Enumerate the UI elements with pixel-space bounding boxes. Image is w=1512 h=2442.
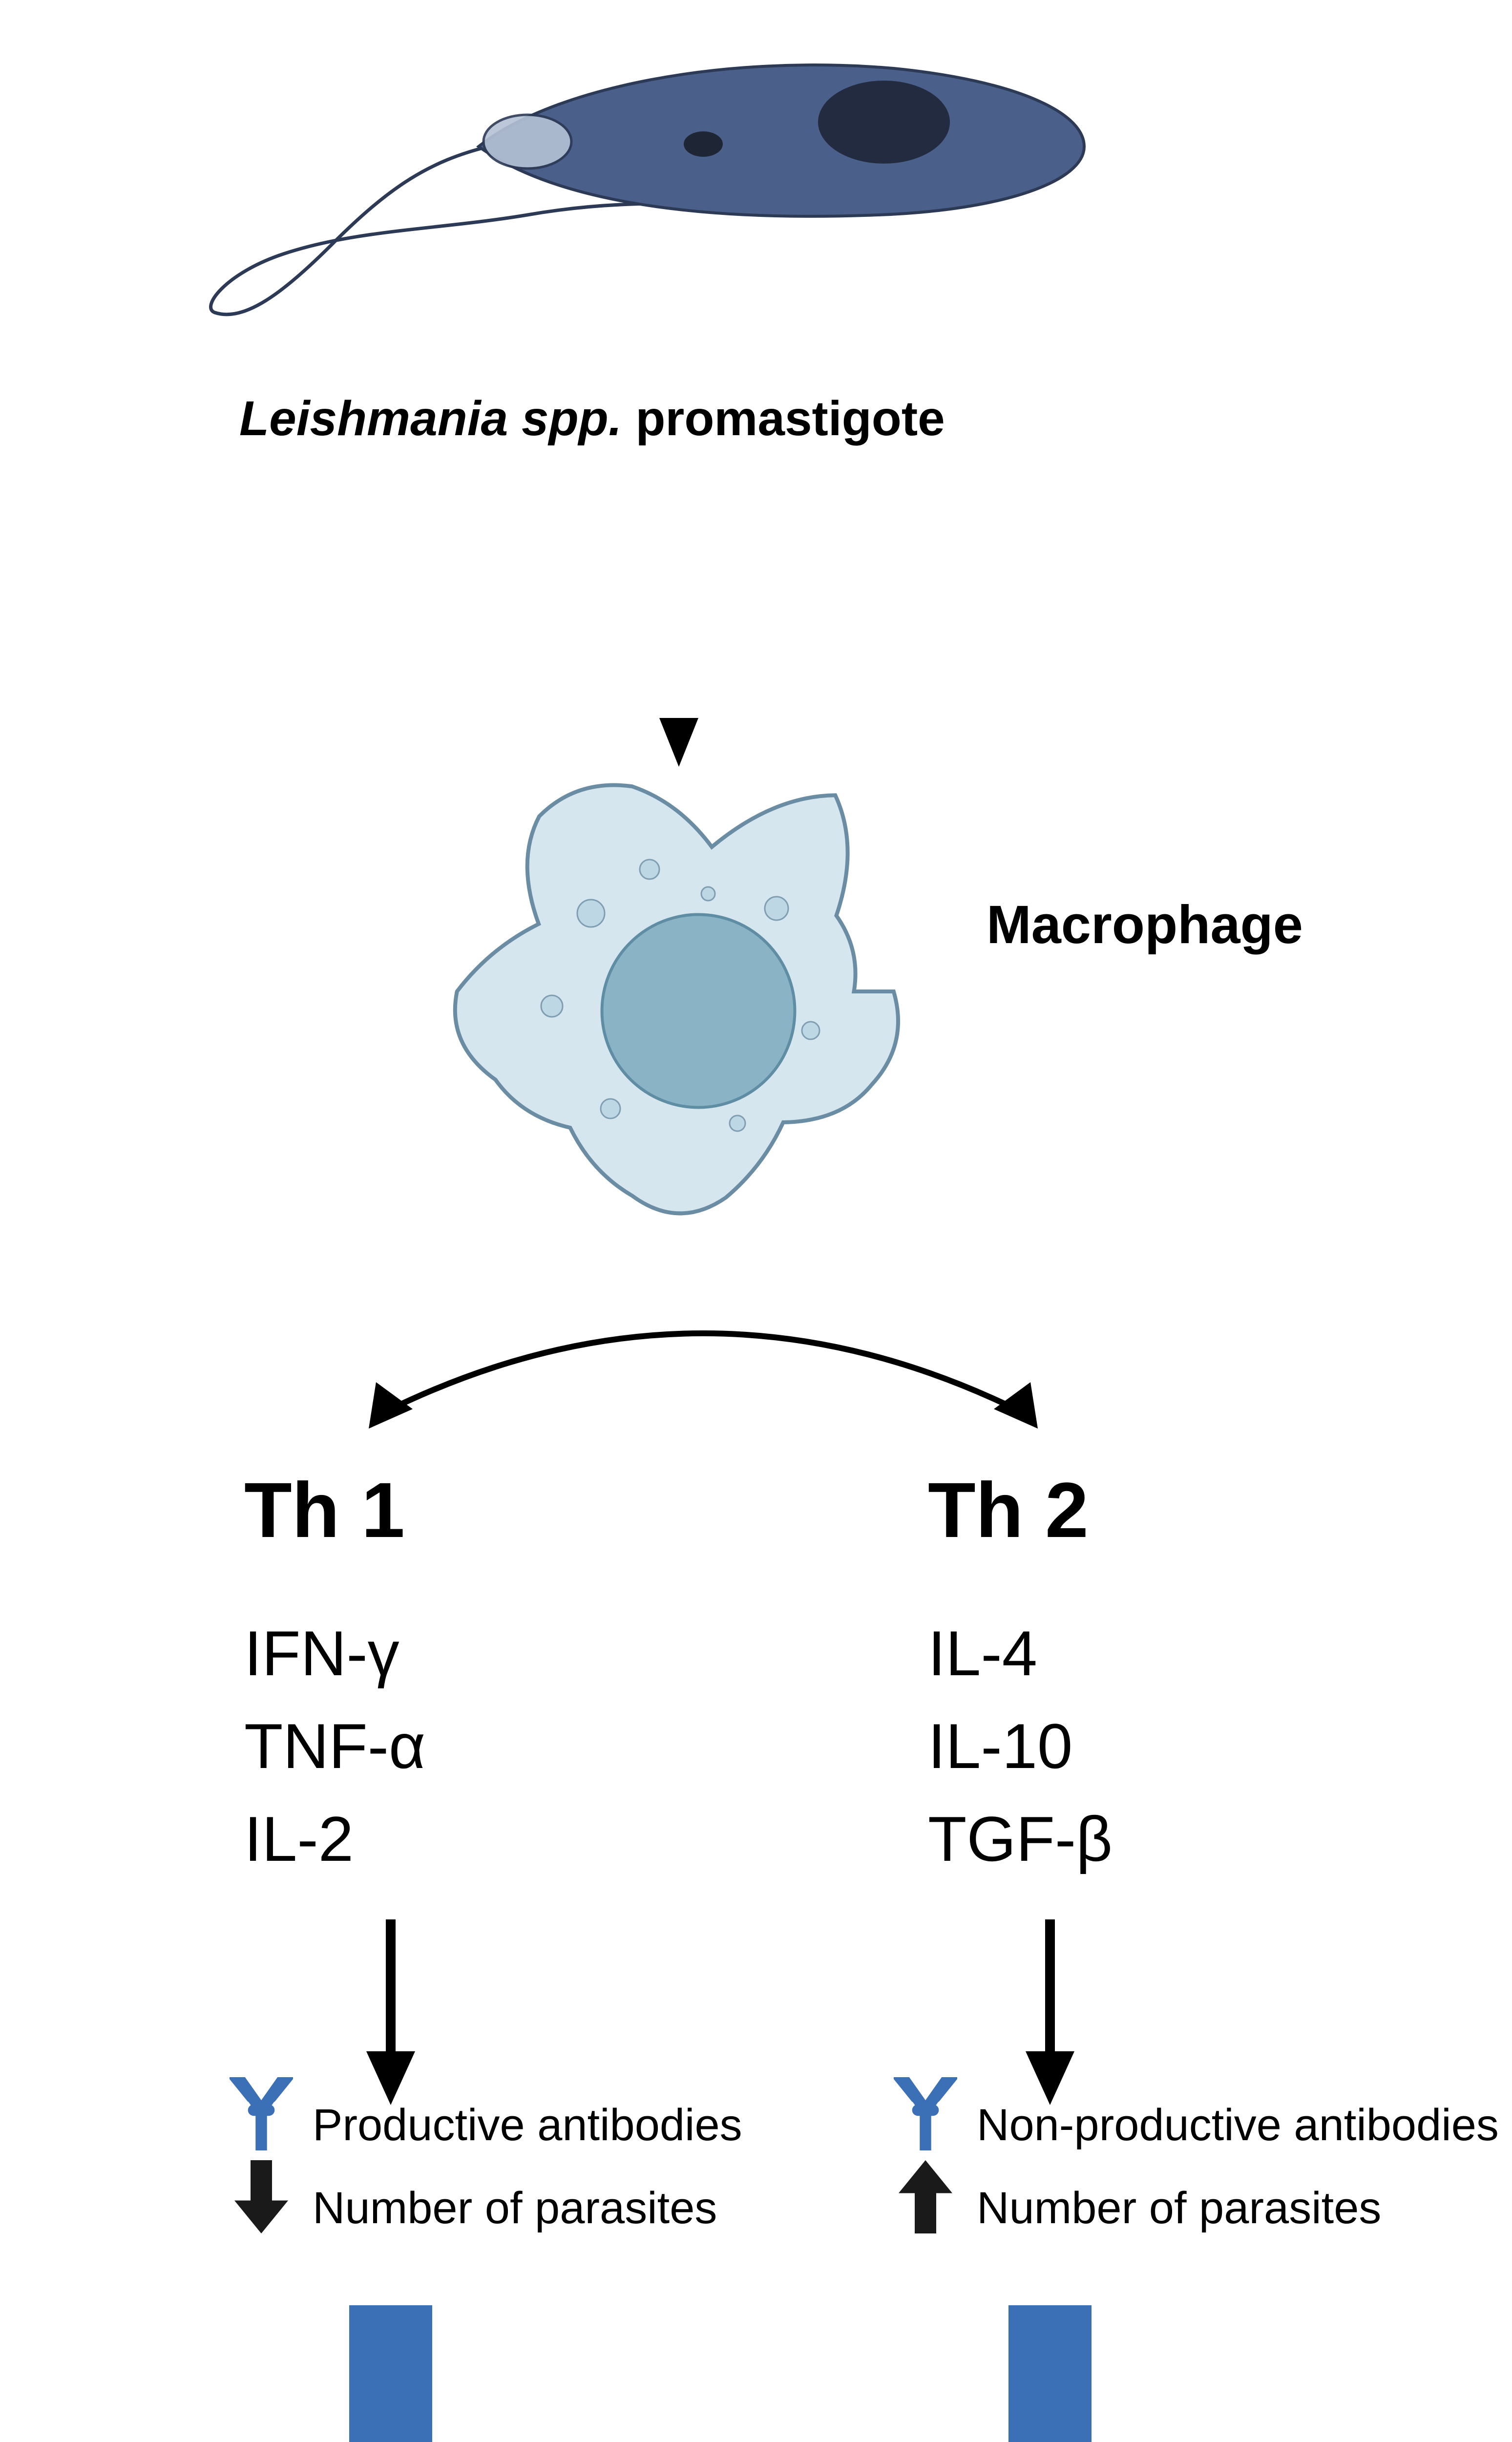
th2-outcome-arrow [967,2305,1133,2442]
th2-title: Th 2 [928,1465,1089,1555]
th1-outcome-arrow [308,2305,474,2442]
th1-cytokine-il2: IL-2 [244,1802,354,1875]
promastigote-label: Leishmania spp. promastigote [239,391,945,447]
antibody-icon [894,2077,957,2150]
th2-parasite-label: Number of parasites [977,2183,1381,2234]
up-arrow-icon [899,2160,952,2233]
th1-title: Th 1 [244,1465,405,1555]
th1-cytokine-ifng: IFN-γ [244,1617,399,1690]
th1-antibody-label: Productive antibodies [313,2100,742,2151]
promastigote-illustration [186,0,1113,381]
th2-cytokine-il10: IL-10 [928,1709,1072,1783]
th2-cytokine-tgfb: TGF-β [928,1802,1113,1875]
antibody-icon [230,2077,293,2150]
th2-cytokine-il4: IL-4 [928,1617,1037,1690]
branch-arrow [313,1245,1094,1495]
arrow-to-macrophage [640,488,718,777]
th2-antibody-label: Non-productive antibodies [977,2100,1499,2151]
th2-arrow-down [1011,1919,1089,2110]
th1-arrow-down [352,1919,430,2110]
macrophage-label: Macrophage [987,894,1303,956]
th1-cytokine-tnfa: TNF-α [244,1709,425,1783]
diagram-canvas: Leishmania spp. promastigote Macrophage … [0,0,1512,2442]
th1-parasite-label: Number of parasites [313,2183,717,2234]
down-arrow-icon [234,2160,288,2233]
macrophage-illustration [425,742,933,1241]
